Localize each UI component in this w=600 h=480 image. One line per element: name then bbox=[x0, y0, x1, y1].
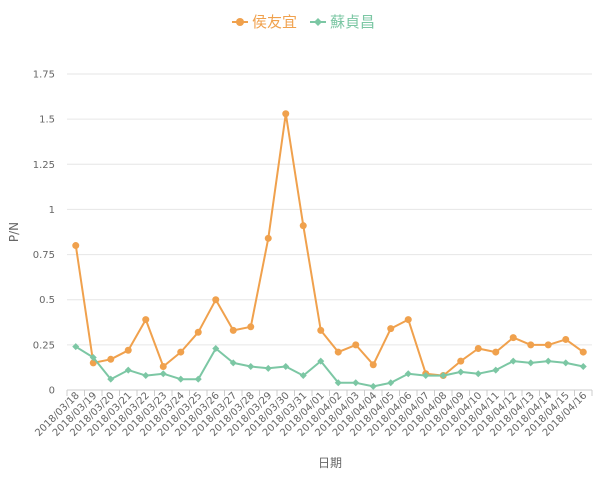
series-line bbox=[74, 112, 584, 377]
y-tick-label: 0.5 bbox=[39, 295, 55, 306]
data-point[interactable] bbox=[369, 361, 377, 369]
data-point[interactable] bbox=[544, 357, 552, 365]
data-point[interactable] bbox=[352, 379, 360, 387]
data-point[interactable] bbox=[194, 328, 202, 336]
data-point[interactable] bbox=[124, 366, 132, 374]
data-point[interactable] bbox=[159, 370, 167, 378]
data-point[interactable] bbox=[194, 375, 202, 383]
data-point[interactable] bbox=[177, 348, 185, 356]
data-point[interactable] bbox=[387, 379, 395, 387]
data-point[interactable] bbox=[72, 343, 80, 351]
data-point[interactable] bbox=[177, 375, 185, 383]
data-point[interactable] bbox=[229, 326, 237, 334]
data-point[interactable] bbox=[352, 341, 360, 349]
data-point[interactable] bbox=[457, 368, 465, 376]
y-tick-label: 1.75 bbox=[33, 70, 55, 81]
data-point[interactable] bbox=[317, 326, 325, 334]
data-point[interactable] bbox=[89, 353, 97, 361]
series-1 bbox=[72, 110, 587, 380]
legend-item-1[interactable]: 侯友宜 bbox=[232, 13, 297, 31]
data-point[interactable] bbox=[439, 372, 447, 380]
series-2 bbox=[72, 343, 587, 390]
data-point[interactable] bbox=[142, 316, 150, 324]
y-axis-title: P/N bbox=[7, 222, 21, 242]
data-point[interactable] bbox=[579, 363, 587, 371]
series-line bbox=[75, 345, 584, 388]
data-point[interactable] bbox=[159, 363, 167, 371]
y-tick-label: 1.5 bbox=[39, 115, 55, 126]
data-point[interactable] bbox=[264, 364, 272, 372]
data-point[interactable] bbox=[212, 296, 220, 304]
y-axis-ticks: 0 0.25 0.5 0.75 1 1.25 1.5 1.75 bbox=[33, 70, 55, 397]
data-point[interactable] bbox=[317, 357, 325, 365]
x-axis-title: 日期 bbox=[318, 456, 342, 470]
data-point[interactable] bbox=[509, 357, 517, 365]
x-axis: 2018/03/182018/03/192018/03/202018/03/21… bbox=[33, 389, 593, 439]
data-point[interactable] bbox=[72, 242, 80, 250]
grid-lines bbox=[67, 73, 592, 346]
data-point[interactable] bbox=[579, 348, 587, 356]
legend-item-2[interactable]: 蘇貞昌 bbox=[310, 13, 375, 31]
data-point[interactable] bbox=[124, 346, 132, 354]
data-point[interactable] bbox=[334, 348, 342, 356]
data-point[interactable] bbox=[247, 323, 255, 331]
data-point[interactable] bbox=[334, 379, 342, 387]
y-tick-label: 0.75 bbox=[33, 250, 55, 261]
data-point[interactable] bbox=[404, 316, 412, 324]
data-point[interactable] bbox=[492, 348, 500, 356]
y-tick-label: 0.25 bbox=[33, 340, 55, 351]
data-point[interactable] bbox=[282, 363, 290, 371]
data-point[interactable] bbox=[404, 370, 412, 378]
legend-marker bbox=[314, 18, 322, 26]
data-point[interactable] bbox=[212, 344, 220, 352]
data-point[interactable] bbox=[107, 355, 115, 363]
data-point[interactable] bbox=[457, 357, 465, 365]
data-point[interactable] bbox=[474, 370, 482, 378]
legend-label: 蘇貞昌 bbox=[330, 13, 375, 31]
data-point[interactable] bbox=[492, 366, 500, 374]
data-point[interactable] bbox=[264, 234, 272, 242]
legend-marker bbox=[236, 18, 244, 26]
data-point[interactable] bbox=[247, 363, 255, 371]
data-point[interactable] bbox=[422, 372, 430, 380]
data-point[interactable] bbox=[369, 382, 377, 390]
y-tick-label: 1.25 bbox=[33, 160, 55, 171]
data-point[interactable] bbox=[474, 344, 482, 352]
data-point[interactable] bbox=[527, 359, 535, 367]
data-point[interactable] bbox=[527, 341, 535, 349]
legend-label: 侯友宜 bbox=[252, 13, 297, 31]
y-tick-label: 1 bbox=[49, 205, 55, 216]
data-point[interactable] bbox=[562, 335, 570, 343]
data-point[interactable] bbox=[387, 325, 395, 333]
data-point[interactable] bbox=[544, 341, 552, 349]
data-point[interactable] bbox=[299, 222, 307, 230]
data-point[interactable] bbox=[107, 375, 115, 383]
data-point[interactable] bbox=[562, 359, 570, 367]
series-layer bbox=[72, 110, 587, 390]
data-point[interactable] bbox=[282, 110, 290, 118]
data-point[interactable] bbox=[229, 359, 237, 367]
data-point[interactable] bbox=[509, 334, 517, 342]
y-tick-label: 0 bbox=[49, 386, 55, 397]
data-point[interactable] bbox=[299, 372, 307, 380]
data-point[interactable] bbox=[142, 372, 150, 380]
legend: 侯友宜 蘇貞昌 bbox=[232, 13, 375, 31]
